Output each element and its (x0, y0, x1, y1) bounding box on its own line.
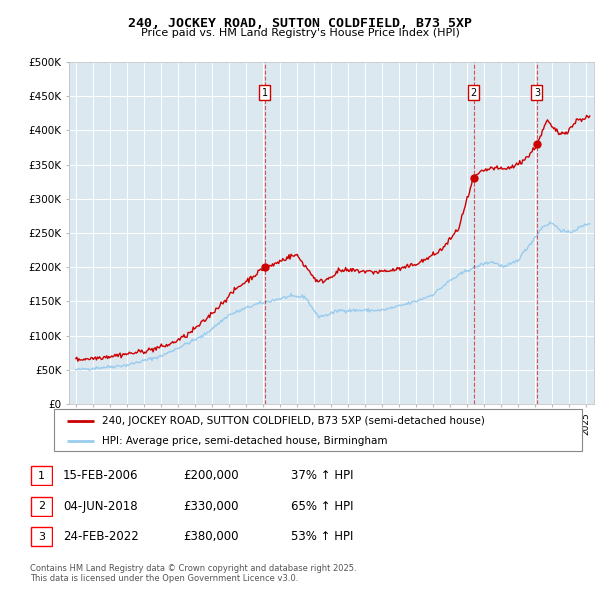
Text: 2: 2 (470, 88, 477, 98)
Text: 1: 1 (38, 471, 45, 480)
Text: 04-JUN-2018: 04-JUN-2018 (63, 500, 137, 513)
Text: 240, JOCKEY ROAD, SUTTON COLDFIELD, B73 5XP (semi-detached house): 240, JOCKEY ROAD, SUTTON COLDFIELD, B73 … (101, 416, 484, 426)
Text: Price paid vs. HM Land Registry's House Price Index (HPI): Price paid vs. HM Land Registry's House … (140, 28, 460, 38)
FancyBboxPatch shape (31, 527, 52, 546)
Text: £200,000: £200,000 (183, 469, 239, 482)
Text: 65% ↑ HPI: 65% ↑ HPI (291, 500, 353, 513)
Text: 2: 2 (38, 502, 45, 511)
Text: 24-FEB-2022: 24-FEB-2022 (63, 530, 139, 543)
Text: £380,000: £380,000 (183, 530, 239, 543)
FancyBboxPatch shape (31, 497, 52, 516)
Text: HPI: Average price, semi-detached house, Birmingham: HPI: Average price, semi-detached house,… (101, 436, 387, 446)
Text: 15-FEB-2006: 15-FEB-2006 (63, 469, 139, 482)
FancyBboxPatch shape (54, 409, 582, 451)
Text: 37% ↑ HPI: 37% ↑ HPI (291, 469, 353, 482)
Text: £330,000: £330,000 (183, 500, 239, 513)
Text: 3: 3 (38, 532, 45, 542)
Text: 53% ↑ HPI: 53% ↑ HPI (291, 530, 353, 543)
Text: 240, JOCKEY ROAD, SUTTON COLDFIELD, B73 5XP: 240, JOCKEY ROAD, SUTTON COLDFIELD, B73 … (128, 17, 472, 30)
Text: Contains HM Land Registry data © Crown copyright and database right 2025.
This d: Contains HM Land Registry data © Crown c… (30, 563, 356, 583)
Text: 3: 3 (534, 88, 540, 98)
FancyBboxPatch shape (31, 466, 52, 485)
Text: 1: 1 (262, 88, 268, 98)
